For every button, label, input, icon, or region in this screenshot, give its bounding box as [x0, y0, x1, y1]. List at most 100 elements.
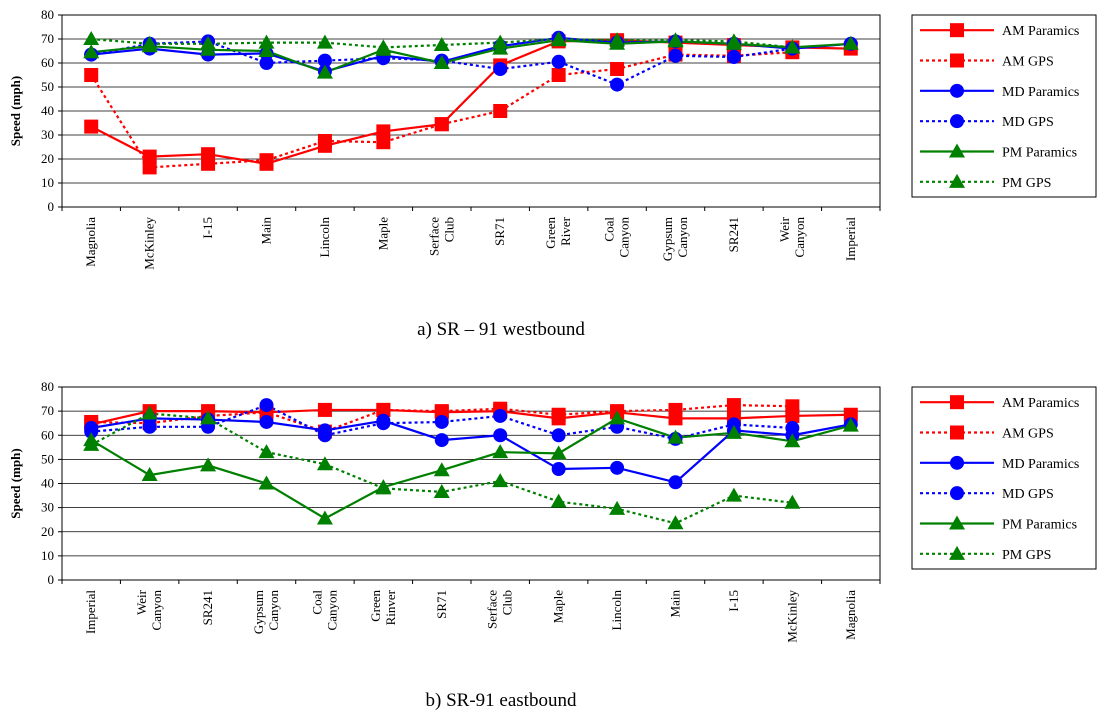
point-md-gps — [317, 53, 332, 68]
chart-westbound: 0 10 20 30 40 50 60 70 80 Speed (mph) Magnolia McKi… — [8, 7, 1097, 340]
x-tick-label: Magnolia — [83, 217, 98, 267]
point-pm-paramics — [200, 457, 217, 472]
point-am-paramics — [84, 119, 99, 134]
point-am-gps — [493, 104, 508, 118]
point-pm-paramics — [784, 433, 801, 448]
legend-marker — [950, 395, 964, 410]
x-tick-label: Club — [441, 217, 456, 242]
point-pm-gps — [550, 493, 567, 508]
y-axis-label: Speed (mph) — [8, 76, 23, 146]
x-tick-label: Coal — [602, 217, 617, 242]
point-am-paramics — [376, 124, 391, 139]
x-tick-label: Weir — [777, 216, 792, 242]
x-tick-label: Serface — [485, 590, 500, 629]
series-line-am-paramics — [90, 39, 851, 165]
point-am-gps — [785, 399, 800, 414]
x-tick-label: SR241 — [200, 590, 215, 625]
y-tick-label: 40 — [41, 103, 54, 118]
point-pm-paramics — [83, 44, 100, 59]
point-pm-gps — [433, 483, 450, 498]
x-tick-label: I-15 — [200, 217, 215, 239]
x-tick-label: Gypsum — [251, 590, 266, 634]
x-tick-label: Main — [668, 590, 683, 618]
point-pm-paramics — [433, 55, 450, 69]
point-pm-gps — [550, 31, 567, 45]
point-am-gps — [259, 153, 274, 168]
legend-item: AM Paramics — [920, 23, 1079, 39]
point-pm-gps — [433, 37, 450, 51]
x-tick-label: Serface — [426, 217, 441, 256]
series-line-pm-paramics — [91, 39, 851, 74]
series-line-am-gps — [90, 51, 793, 169]
point-am-paramics — [142, 149, 157, 164]
point-pm-paramics — [141, 467, 158, 482]
point-am-gps — [376, 402, 391, 417]
point-am-gps — [668, 402, 683, 417]
point-pm-gps — [83, 436, 100, 451]
point-am-gps — [201, 156, 216, 171]
x-tick-label: Canyon — [324, 590, 339, 631]
x-tick-label: SR241 — [726, 217, 741, 252]
point-md-gps — [551, 54, 566, 69]
legend-item: AM Paramics — [920, 395, 1079, 411]
y-tick-label: 30 — [41, 127, 54, 142]
legend-label: AM GPS — [1002, 55, 1054, 70]
x-tick-label: Lincoln — [317, 217, 332, 258]
point-md-gps — [726, 417, 741, 432]
point-md-gps — [317, 428, 332, 443]
point-md-gps — [610, 77, 625, 92]
point-pm-gps — [667, 515, 684, 530]
point-pm-gps — [667, 32, 684, 47]
point-am-gps — [551, 68, 566, 82]
legend: AM Paramics AM GPS MD Paramics MD GPS PM Par… — [911, 386, 1097, 570]
legend-label: AM Paramics — [1002, 24, 1079, 39]
legend-label: PM GPS — [1002, 176, 1051, 191]
chart-eastbound: 0 10 20 30 40 50 60 70 80 Speed (mph) Imperial Weir… — [8, 379, 1097, 711]
legend-marker — [949, 173, 965, 188]
x-tick-label: Maple — [551, 590, 566, 623]
point-pm-paramics — [258, 43, 275, 57]
point-pm-paramics — [316, 64, 333, 79]
y-tick-label: 80 — [41, 379, 54, 394]
point-md-paramics — [434, 433, 449, 448]
legend-marker — [949, 515, 965, 530]
legend-label: PM GPS — [1002, 548, 1051, 563]
x-tick-label: Canyon — [149, 590, 164, 631]
y-tick-label: 50 — [41, 451, 54, 466]
x-tick-label: McKinley — [142, 217, 157, 270]
y-tick-label: 20 — [41, 524, 54, 539]
legend-marker — [950, 486, 964, 501]
legend-item: MD Paramics — [920, 83, 1079, 100]
point-am-gps — [434, 117, 449, 132]
point-pm-gps — [492, 473, 509, 488]
x-tick-label: Weir — [134, 589, 149, 615]
x-tick-label: Coal — [309, 590, 324, 615]
series-line-pm-paramics — [90, 417, 852, 520]
legend-box — [911, 386, 1097, 570]
x-tick-label: Club — [500, 590, 515, 615]
point-md-gps — [551, 428, 566, 443]
point-pm-gps — [784, 39, 801, 54]
x-tick-label: SR71 — [492, 217, 507, 246]
point-pm-gps — [609, 32, 626, 47]
x-tick-label: Lincoln — [609, 590, 624, 631]
x-tick-label: Canyon — [266, 590, 281, 631]
legend-marker — [950, 455, 964, 470]
point-pm-paramics — [258, 475, 275, 490]
x-tick-label: Green — [368, 590, 383, 622]
point-am-gps — [610, 62, 625, 76]
legend-marker — [949, 143, 965, 158]
legend-label: AM GPS — [1002, 427, 1054, 442]
point-pm-paramics — [842, 35, 859, 50]
x-tick-label: Green — [543, 217, 558, 249]
y-tick-label: 0 — [48, 572, 55, 587]
point-md-gps — [84, 424, 99, 439]
x-tick-label: Imperial — [83, 590, 98, 634]
point-am-gps — [84, 68, 99, 82]
y-tick-label: 80 — [41, 7, 54, 22]
y-tick-label: 60 — [41, 55, 54, 70]
legend-label: MD Paramics — [1002, 85, 1079, 100]
legend-box — [911, 14, 1097, 198]
point-pm-gps — [316, 456, 333, 471]
